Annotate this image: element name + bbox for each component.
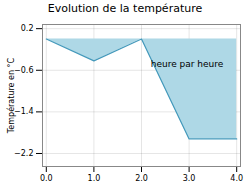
html-text:Evolution de la température: Evolution de la température — [47, 2, 203, 15]
svg-text:0.0: 0.0 — [40, 174, 53, 183]
svg-text:Température en °C: Température en °C — [6, 57, 16, 134]
svg-text:4.0: 4.0 — [230, 174, 243, 183]
svg-text:2.0: 2.0 — [135, 174, 148, 183]
svg-text:−0.6: −0.6 — [14, 66, 33, 75]
svg-text:1.0: 1.0 — [88, 174, 101, 183]
svg-text:−2.2: −2.2 — [14, 149, 33, 158]
svg-text:0.2: 0.2 — [21, 24, 34, 33]
svg-text:3.0: 3.0 — [183, 174, 196, 183]
svg-text:−1.4: −1.4 — [14, 107, 33, 116]
svg-text:heure par heure: heure par heure — [151, 59, 224, 69]
